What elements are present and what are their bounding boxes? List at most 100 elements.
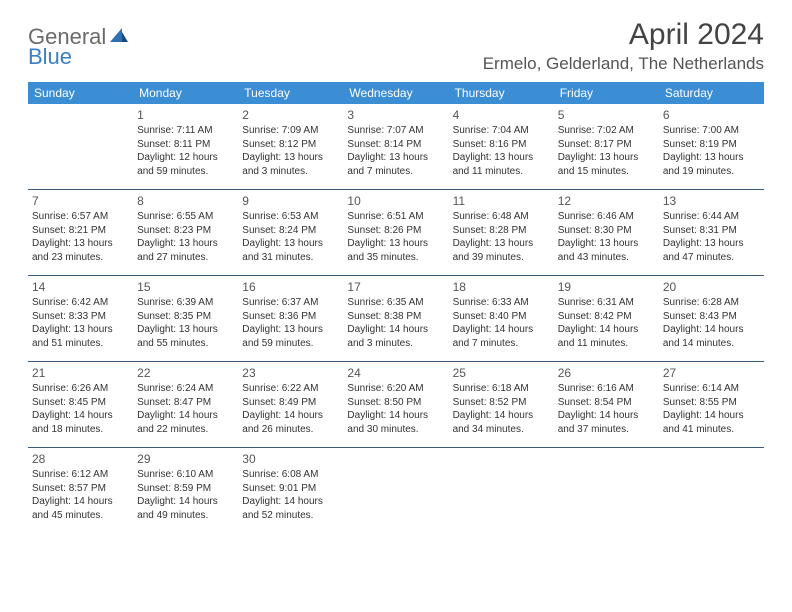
day-cell: 16Sunrise: 6:37 AMSunset: 8:36 PMDayligh… xyxy=(238,276,343,361)
day-cell: 26Sunrise: 6:16 AMSunset: 8:54 PMDayligh… xyxy=(554,362,659,447)
day-detail: and 51 minutes. xyxy=(32,337,129,351)
day-detail: Daylight: 14 hours xyxy=(558,323,655,337)
day-cell: 3Sunrise: 7:07 AMSunset: 8:14 PMDaylight… xyxy=(343,104,448,189)
day-detail: and 59 minutes. xyxy=(242,337,339,351)
day-number: 26 xyxy=(558,365,655,381)
day-detail: Sunrise: 6:33 AM xyxy=(453,296,550,310)
day-detail: and 39 minutes. xyxy=(453,251,550,265)
day-detail: Daylight: 13 hours xyxy=(347,151,444,165)
day-number: 11 xyxy=(453,193,550,209)
day-detail: Sunrise: 6:14 AM xyxy=(663,382,760,396)
day-number: 23 xyxy=(242,365,339,381)
day-detail: Daylight: 13 hours xyxy=(242,151,339,165)
day-cell xyxy=(28,104,133,189)
day-cell: 25Sunrise: 6:18 AMSunset: 8:52 PMDayligh… xyxy=(449,362,554,447)
day-number: 10 xyxy=(347,193,444,209)
day-detail: Sunrise: 6:08 AM xyxy=(242,468,339,482)
day-detail: Sunrise: 6:28 AM xyxy=(663,296,760,310)
day-detail: Daylight: 14 hours xyxy=(453,409,550,423)
week-row: 28Sunrise: 6:12 AMSunset: 8:57 PMDayligh… xyxy=(28,448,764,534)
day-detail: Daylight: 14 hours xyxy=(242,409,339,423)
day-detail: Sunrise: 6:22 AM xyxy=(242,382,339,396)
day-cell: 27Sunrise: 6:14 AMSunset: 8:55 PMDayligh… xyxy=(659,362,764,447)
day-detail: Sunrise: 6:35 AM xyxy=(347,296,444,310)
day-detail: and 22 minutes. xyxy=(137,423,234,437)
day-detail: Sunset: 8:35 PM xyxy=(137,310,234,324)
day-number: 2 xyxy=(242,107,339,123)
day-number: 21 xyxy=(32,365,129,381)
day-detail: and 55 minutes. xyxy=(137,337,234,351)
day-detail: Sunrise: 6:26 AM xyxy=(32,382,129,396)
day-detail: and 7 minutes. xyxy=(453,337,550,351)
day-detail: Sunrise: 6:42 AM xyxy=(32,296,129,310)
day-detail: Sunset: 8:17 PM xyxy=(558,138,655,152)
day-detail: Sunrise: 6:48 AM xyxy=(453,210,550,224)
day-cell: 9Sunrise: 6:53 AMSunset: 8:24 PMDaylight… xyxy=(238,190,343,275)
day-detail: Sunrise: 7:00 AM xyxy=(663,124,760,138)
day-cell: 19Sunrise: 6:31 AMSunset: 8:42 PMDayligh… xyxy=(554,276,659,361)
day-cell xyxy=(449,448,554,534)
month-title: April 2024 xyxy=(483,18,764,52)
day-detail: Sunrise: 6:20 AM xyxy=(347,382,444,396)
day-detail: Sunrise: 6:37 AM xyxy=(242,296,339,310)
day-number: 9 xyxy=(242,193,339,209)
day-detail: Sunset: 8:42 PM xyxy=(558,310,655,324)
day-number: 18 xyxy=(453,279,550,295)
day-detail: Sunrise: 6:46 AM xyxy=(558,210,655,224)
day-cell: 10Sunrise: 6:51 AMSunset: 8:26 PMDayligh… xyxy=(343,190,448,275)
day-detail: Sunset: 8:49 PM xyxy=(242,396,339,410)
day-number: 14 xyxy=(32,279,129,295)
day-number: 13 xyxy=(663,193,760,209)
day-detail: Daylight: 13 hours xyxy=(137,237,234,251)
day-detail: Sunrise: 6:51 AM xyxy=(347,210,444,224)
day-number: 20 xyxy=(663,279,760,295)
location-text: Ermelo, Gelderland, The Netherlands xyxy=(483,54,764,74)
day-number: 22 xyxy=(137,365,234,381)
day-detail: Sunrise: 6:16 AM xyxy=(558,382,655,396)
day-cell: 11Sunrise: 6:48 AMSunset: 8:28 PMDayligh… xyxy=(449,190,554,275)
day-detail: and 14 minutes. xyxy=(663,337,760,351)
header: General April 2024 Ermelo, Gelderland, T… xyxy=(28,18,764,74)
weeks-container: 1Sunrise: 7:11 AMSunset: 8:11 PMDaylight… xyxy=(28,104,764,534)
day-cell: 8Sunrise: 6:55 AMSunset: 8:23 PMDaylight… xyxy=(133,190,238,275)
day-detail: Sunrise: 6:44 AM xyxy=(663,210,760,224)
day-detail: Sunset: 8:30 PM xyxy=(558,224,655,238)
day-cell: 4Sunrise: 7:04 AMSunset: 8:16 PMDaylight… xyxy=(449,104,554,189)
day-cell: 15Sunrise: 6:39 AMSunset: 8:35 PMDayligh… xyxy=(133,276,238,361)
day-detail: Sunrise: 6:24 AM xyxy=(137,382,234,396)
day-detail: Sunset: 8:55 PM xyxy=(663,396,760,410)
day-detail: Sunset: 8:12 PM xyxy=(242,138,339,152)
day-detail: and 43 minutes. xyxy=(558,251,655,265)
day-detail: Daylight: 13 hours xyxy=(558,237,655,251)
weekday-saturday: Saturday xyxy=(659,82,764,104)
day-number: 15 xyxy=(137,279,234,295)
day-number: 24 xyxy=(347,365,444,381)
day-cell: 12Sunrise: 6:46 AMSunset: 8:30 PMDayligh… xyxy=(554,190,659,275)
day-detail: Daylight: 14 hours xyxy=(137,409,234,423)
day-detail: and 15 minutes. xyxy=(558,165,655,179)
day-detail: Sunset: 8:47 PM xyxy=(137,396,234,410)
day-detail: Daylight: 14 hours xyxy=(32,495,129,509)
day-detail: and 23 minutes. xyxy=(32,251,129,265)
weekday-sunday: Sunday xyxy=(28,82,133,104)
day-number: 12 xyxy=(558,193,655,209)
day-detail: Sunrise: 7:04 AM xyxy=(453,124,550,138)
day-cell: 18Sunrise: 6:33 AMSunset: 8:40 PMDayligh… xyxy=(449,276,554,361)
logo-sail-icon xyxy=(108,24,130,50)
day-detail: Sunset: 8:36 PM xyxy=(242,310,339,324)
day-detail: Sunset: 8:31 PM xyxy=(663,224,760,238)
day-detail: Sunrise: 6:57 AM xyxy=(32,210,129,224)
day-number: 6 xyxy=(663,107,760,123)
day-detail: Sunset: 8:24 PM xyxy=(242,224,339,238)
day-number: 4 xyxy=(453,107,550,123)
day-cell: 21Sunrise: 6:26 AMSunset: 8:45 PMDayligh… xyxy=(28,362,133,447)
day-detail: Daylight: 14 hours xyxy=(663,409,760,423)
day-number: 27 xyxy=(663,365,760,381)
day-detail: Sunset: 8:21 PM xyxy=(32,224,129,238)
day-cell: 7Sunrise: 6:57 AMSunset: 8:21 PMDaylight… xyxy=(28,190,133,275)
day-detail: Sunset: 8:14 PM xyxy=(347,138,444,152)
day-cell: 2Sunrise: 7:09 AMSunset: 8:12 PMDaylight… xyxy=(238,104,343,189)
day-detail: and 47 minutes. xyxy=(663,251,760,265)
day-number: 16 xyxy=(242,279,339,295)
day-detail: Sunset: 8:16 PM xyxy=(453,138,550,152)
